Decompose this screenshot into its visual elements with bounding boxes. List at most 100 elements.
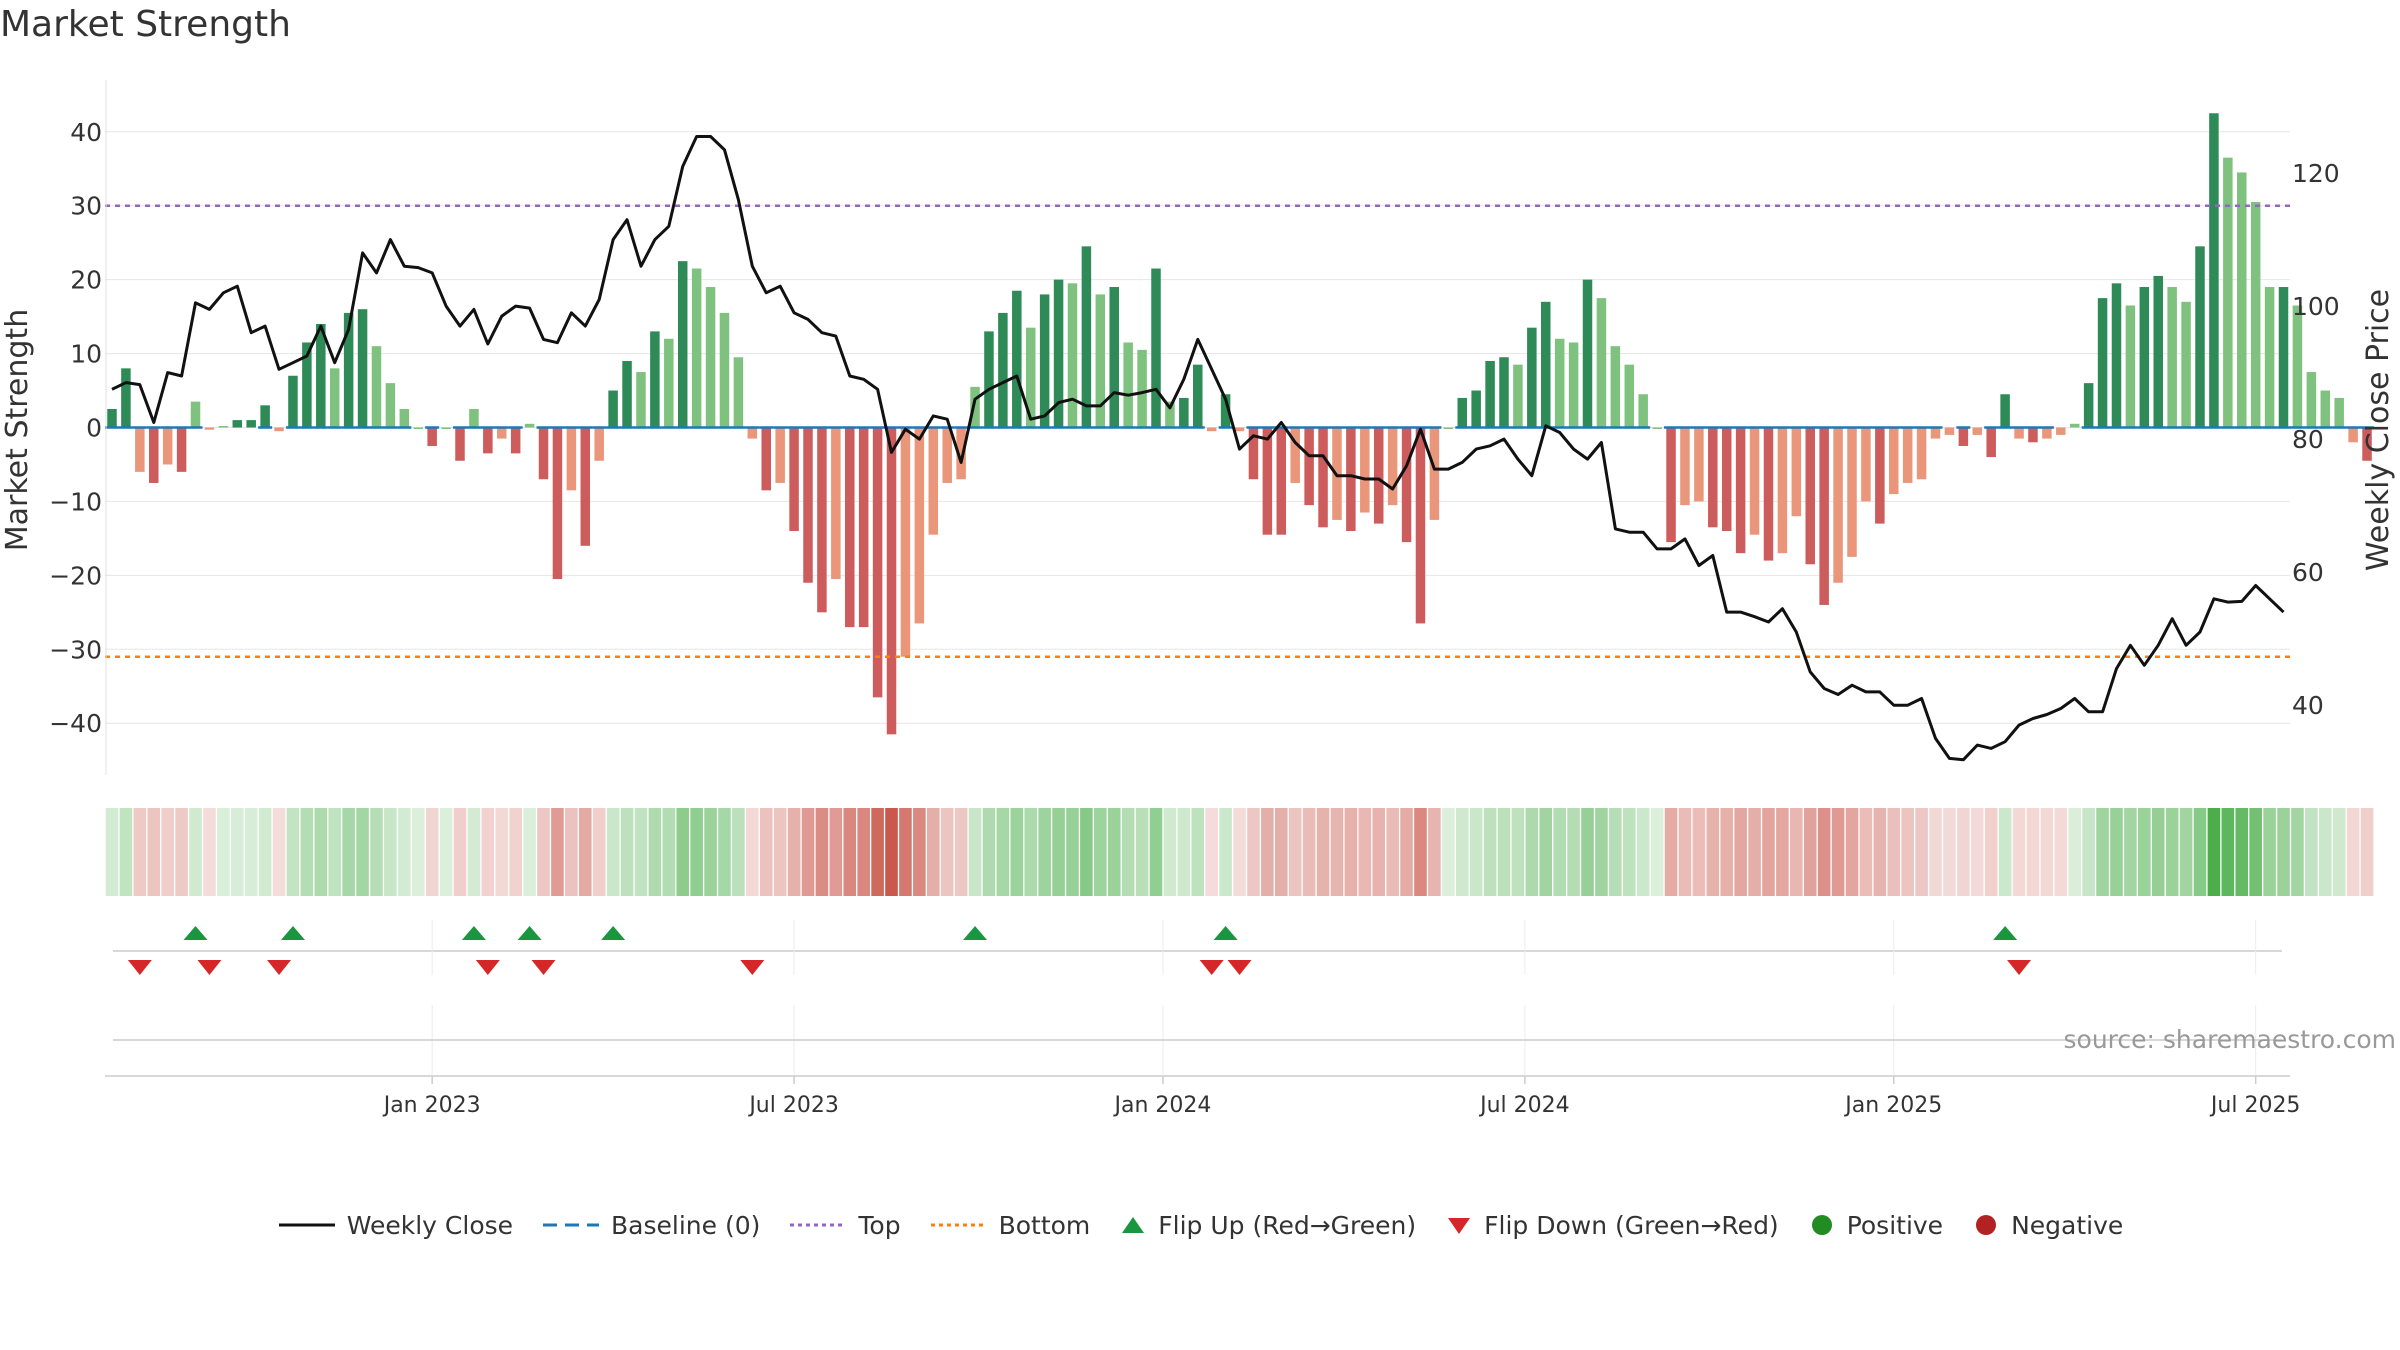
strength-bar [232,420,243,428]
heat-cell [105,808,119,896]
heat-cell [537,808,550,896]
right-tick-label: 100 [2292,292,2340,321]
heat-cell [2305,808,2318,896]
strength-bar [2362,427,2372,461]
strength-bar [566,427,577,491]
x-tick-label: Jan 2024 [1113,1093,1212,1118]
strength-bar [2111,283,2122,428]
heat-cell [2291,808,2304,896]
heat-cell [1678,808,1692,896]
flip-up-marker [517,926,542,940]
axis-layer: −40 −30 −20 −10 0 10 20 30 40 40 60 80 100 120 [49,80,2340,775]
strength-bar [1847,427,1857,557]
heat-cell [286,808,300,896]
strength-bar [316,323,326,428]
heat-cell [1428,808,1441,896]
heat-cell [773,808,787,896]
left-axis-label: Market Strength [0,309,35,551]
strength-bar [2195,246,2205,428]
heat-cell [1442,808,1455,896]
flip-up-marker [280,926,305,940]
strength-bar [2306,372,2317,428]
strength-bar [1568,342,1579,428]
strength-bar [1833,427,1843,583]
strength-bar [817,427,827,613]
heat-cell [1720,808,1734,896]
strength-bar [1972,427,1983,435]
heat-cell [425,808,439,896]
dotted-line-swatch-icon [790,1223,847,1227]
strength-bar [2097,298,2108,428]
heat-cell [1553,808,1566,896]
heat-cell [1803,808,1817,896]
heat-cell [1191,808,1205,896]
heat-cell [1845,808,1859,896]
heat-cell [2318,808,2332,896]
strength-bar [1582,279,1593,428]
heat-cell [690,808,703,896]
strength-bar [135,427,145,472]
heat-cell [1330,808,1344,896]
strength-bar [1735,427,1746,554]
strength-bar [1206,427,1217,432]
legend-label: Top [858,1210,901,1240]
strength-bar [288,375,298,428]
legend-label: Weekly Close [346,1210,514,1240]
strength-bar [1276,427,1287,535]
heat-cell [328,808,342,896]
strength-bar [274,427,284,432]
heat-cell [398,808,411,896]
heat-cell [1205,808,1218,896]
strength-bar [2014,427,2024,439]
heat-cell [411,808,425,896]
strength-bar [761,427,771,491]
strength-bar [1471,390,1481,428]
strength-bar [1777,427,1788,554]
strength-bar [441,427,451,429]
strength-bar [608,390,618,428]
heat-cell [1567,808,1580,896]
heat-cell [1219,808,1232,896]
heat-cell [1901,808,1914,896]
chart-title: Market Strength [0,4,291,45]
dotted-line-swatch-icon [930,1223,987,1227]
strength-bar [1123,342,1133,428]
strength-bar [1680,427,1690,506]
heat-cell [1386,808,1399,896]
strength-bar [984,331,994,428]
reference-lines [105,204,2375,658]
heat-cell [857,808,870,896]
strength-bar [1638,394,1648,428]
heat-cell [2277,808,2290,896]
strength-bar [149,427,159,483]
strength-bar [900,427,911,657]
heat-cell [119,808,133,896]
heat-cell [1929,808,1942,896]
legend-item-top: Top [788,1210,901,1240]
heat-cell [1024,808,1038,896]
flip-down-marker [127,960,152,975]
heat-cell [453,808,467,896]
strength-bar [803,427,813,583]
strength-bar [636,372,646,428]
strength-bar [1541,301,1551,428]
strength-bar [1527,327,1537,428]
heat-cell [1261,808,1274,896]
heat-cell [704,808,717,896]
strength-bar [1916,427,1927,480]
heat-cell [203,808,216,896]
strength-bar [2139,287,2150,428]
strength-bar [747,427,758,439]
strength-bar [2125,305,2136,428]
heat-cell [648,808,662,896]
heat-cell [1288,808,1302,896]
legend-label: Negative [2011,1210,2124,1240]
flip-down-marker [2007,960,2032,975]
legend-label: Flip Up (Red→Green) [1158,1210,1417,1240]
strength-bar [580,427,591,546]
x-tick-label: Jan 2025 [1843,1093,1942,1118]
heat-cell [2207,808,2221,896]
heat-cell [1915,808,1928,896]
strength-bar [2181,301,2191,428]
